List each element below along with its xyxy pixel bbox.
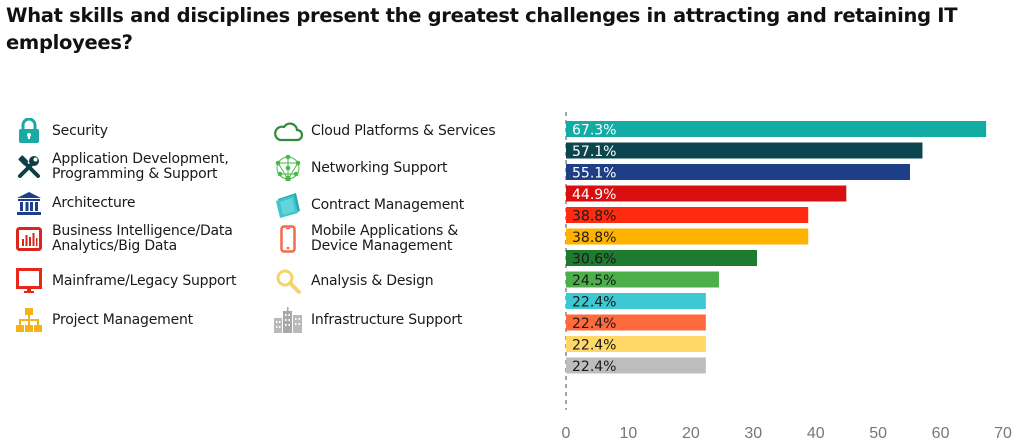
bar-data-label: 38.8% bbox=[572, 230, 616, 246]
bar-data-label: 44.9% bbox=[572, 187, 616, 203]
bar-data-label: 22.4% bbox=[572, 338, 616, 354]
network-icon bbox=[273, 153, 303, 183]
x-tick-label: 30 bbox=[744, 425, 762, 442]
bar bbox=[566, 271, 719, 288]
bar-data-label: 57.1% bbox=[572, 144, 616, 160]
legend-label: Mobile Applications & Device Management bbox=[311, 223, 459, 254]
legend-item-architecture: Architecture bbox=[14, 188, 136, 218]
lock-icon bbox=[14, 116, 44, 146]
legend-item-analysis-design: Analysis & Design bbox=[273, 266, 434, 296]
legend-item-security: Security bbox=[14, 116, 108, 146]
x-tick-label: 0 bbox=[562, 425, 571, 442]
city-buildings-icon bbox=[273, 305, 303, 335]
bar-data-label: 55.1% bbox=[572, 166, 616, 182]
legend-label: Infrastructure Support bbox=[311, 311, 463, 328]
magnifier-icon bbox=[273, 266, 303, 296]
legend-item-business-intelligence: Business Intelligence/Data Analytics/Big… bbox=[14, 224, 233, 254]
bar bbox=[566, 185, 847, 202]
legend-item-project-management: Project Management bbox=[14, 305, 193, 335]
documents-icon bbox=[273, 190, 303, 220]
building-columns-icon bbox=[14, 188, 44, 218]
bar bbox=[566, 293, 706, 309]
x-tick-label: 50 bbox=[869, 425, 887, 442]
legend-label: Contract Management bbox=[311, 196, 465, 213]
bar bbox=[566, 121, 987, 137]
legend-item-contract-management: Contract Management bbox=[273, 190, 464, 220]
legend-label: Project Management bbox=[52, 311, 193, 328]
legend-item-mainframe: Mainframe/Legacy Support bbox=[14, 266, 236, 296]
bar-chart-icon bbox=[14, 224, 44, 254]
tools-icon bbox=[14, 152, 44, 182]
x-tick-label: 40 bbox=[807, 425, 825, 442]
bar bbox=[566, 314, 706, 331]
legend-label: Business Intelligence/Data Analytics/Big… bbox=[52, 223, 233, 254]
x-tick-label: 10 bbox=[620, 425, 638, 442]
bar-data-label: 22.4% bbox=[572, 359, 616, 375]
legend-item-cloud-platforms: Cloud Platforms & Services bbox=[273, 116, 496, 146]
bar-data-label: 22.4% bbox=[572, 316, 616, 332]
legend-label: Application Development, Programming & S… bbox=[52, 151, 229, 182]
bar-data-label: 38.8% bbox=[572, 209, 616, 225]
bar-data-label: 30.6% bbox=[572, 252, 616, 268]
legend-item-application-development: Application Development, Programming & S… bbox=[14, 152, 229, 182]
bar bbox=[566, 250, 758, 266]
bar bbox=[566, 142, 923, 159]
bar-data-label: 67.3% bbox=[572, 123, 616, 139]
chart-title: What skills and disciplines present the … bbox=[6, 4, 958, 54]
org-chart-icon bbox=[14, 305, 44, 335]
legend-label: Networking Support bbox=[311, 159, 448, 176]
legend-label: Architecture bbox=[52, 194, 136, 211]
legend-item-infrastructure-support: Infrastructure Support bbox=[273, 305, 462, 335]
monitor-icon bbox=[14, 266, 44, 296]
bar bbox=[566, 207, 809, 223]
bar bbox=[566, 336, 706, 352]
smartphone-icon bbox=[273, 224, 303, 254]
legend-label: Mainframe/Legacy Support bbox=[52, 272, 237, 289]
x-tick-label: 60 bbox=[932, 425, 950, 442]
legend-item-networking-support: Networking Support bbox=[273, 153, 448, 183]
bar bbox=[566, 357, 706, 374]
legend-item-mobile-applications: Mobile Applications & Device Management bbox=[273, 224, 458, 254]
bar-data-label: 22.4% bbox=[572, 295, 616, 311]
legend-label: Security bbox=[52, 122, 108, 139]
x-tick-label: 70 bbox=[994, 425, 1012, 442]
legend-label: Cloud Platforms & Services bbox=[311, 122, 496, 139]
bar-data-label: 24.5% bbox=[572, 273, 616, 289]
x-tick-label: 20 bbox=[682, 425, 700, 442]
bar bbox=[566, 228, 809, 245]
legend-label: Analysis & Design bbox=[311, 272, 434, 289]
cloud-icon bbox=[273, 116, 303, 146]
bar bbox=[566, 164, 910, 180]
